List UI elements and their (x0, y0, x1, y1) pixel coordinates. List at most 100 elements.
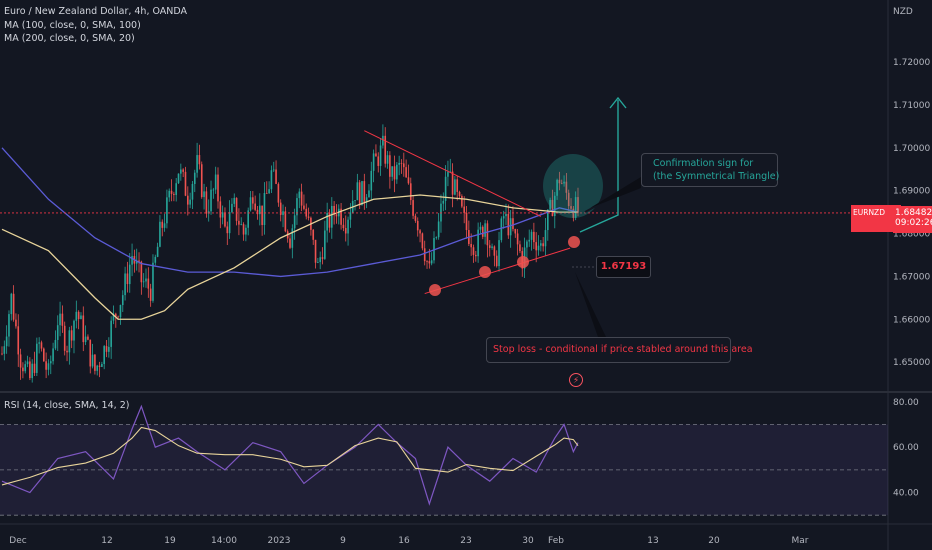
candle (402, 163, 405, 168)
candle (500, 218, 503, 241)
legend-rsi[interactable]: RSI (14, close, SMA, 14, 2) (4, 400, 130, 411)
candle (456, 179, 459, 192)
time-tick-label: 12 (101, 536, 112, 546)
time-tick-label: 9 (340, 536, 346, 546)
candle (145, 278, 147, 282)
candle (212, 189, 215, 191)
candle (407, 177, 410, 184)
candle (108, 346, 110, 352)
candle (305, 208, 308, 217)
time-tick-label: 2023 (268, 536, 291, 546)
lightning-icon[interactable]: ⚡ (569, 373, 583, 387)
candle (365, 197, 368, 203)
candle (458, 191, 461, 197)
price-tick-label: 1.71000 (893, 101, 930, 111)
candle (516, 233, 519, 245)
candle (128, 264, 131, 285)
candle (307, 216, 310, 218)
candle (226, 226, 229, 234)
candle (59, 313, 61, 326)
legend-ma200[interactable]: MA (200, close, 0, SMA, 20) (4, 33, 135, 44)
pivot-marker (479, 266, 491, 278)
candle (416, 220, 419, 231)
candle (342, 224, 345, 229)
candle (326, 213, 328, 231)
candle (298, 191, 301, 199)
candle (563, 181, 565, 184)
last-price-badge: 1.68482 09:02:26 (893, 206, 932, 233)
candle (168, 190, 171, 198)
time-tick-label: 19 (164, 536, 176, 546)
candle (314, 239, 317, 263)
candle (240, 224, 243, 226)
price-tick-label: 1.68000 (893, 230, 930, 240)
candle (319, 257, 322, 263)
candle (437, 221, 440, 238)
candle (361, 181, 363, 206)
pivot-marker (429, 284, 441, 296)
candle (247, 210, 250, 228)
candle (356, 182, 359, 201)
candle (70, 330, 73, 341)
legend-ma100[interactable]: MA (100, close, 0, SMA, 100) (4, 20, 141, 31)
candle (131, 256, 133, 265)
bar-countdown: 09:02:26 (895, 218, 932, 228)
stop-level-label[interactable]: 1.67193 (596, 256, 651, 278)
candle (12, 293, 15, 320)
candle (121, 295, 124, 306)
candle (268, 189, 270, 194)
candle (119, 305, 122, 318)
rsi-ma-line (1, 426, 579, 486)
candle (207, 211, 210, 214)
confirmation-note[interactable]: Confirmation sign for (the Symmetrical T… (641, 153, 779, 187)
candle (282, 211, 284, 215)
candle (442, 200, 445, 204)
candle (546, 209, 549, 231)
candle (114, 313, 117, 317)
candle (84, 336, 87, 343)
candle (386, 155, 389, 164)
stop-loss-note[interactable]: Stop loss - conditional if price stabled… (486, 337, 753, 363)
candle (435, 237, 438, 239)
symbol-label: EURNZD (853, 208, 885, 217)
chart-title[interactable]: Euro / New Zealand Dollar, 4h, OANDA (4, 6, 188, 17)
candle (330, 205, 333, 228)
candle (507, 213, 510, 236)
candle (170, 190, 173, 194)
candle (526, 241, 528, 248)
candle (19, 354, 22, 368)
price-tick-label: 1.66000 (893, 315, 930, 325)
candle (409, 183, 412, 201)
candle (161, 221, 164, 228)
candle (400, 162, 403, 164)
candle (275, 169, 277, 184)
candle (261, 205, 263, 225)
candle (405, 167, 407, 178)
candle (454, 179, 456, 195)
candle (152, 262, 154, 301)
candle (514, 229, 517, 234)
candle (189, 199, 191, 205)
candle (567, 192, 570, 207)
candle (217, 174, 219, 202)
candle (363, 181, 366, 203)
candle (389, 155, 391, 177)
candle (61, 313, 64, 326)
candle (544, 230, 547, 247)
candle (270, 170, 273, 190)
candle (565, 181, 568, 193)
time-tick-label: 30 (522, 536, 534, 546)
candle (124, 273, 126, 296)
last-price: 1.68482 (895, 208, 932, 218)
time-tick-label: 16 (398, 536, 410, 546)
candle (228, 212, 231, 234)
candle (156, 246, 159, 257)
candle (138, 260, 140, 262)
candle (533, 231, 535, 243)
candle (461, 196, 463, 207)
candle (344, 228, 347, 234)
symbol-badge: EURNZD (851, 205, 901, 232)
candle (73, 320, 75, 341)
